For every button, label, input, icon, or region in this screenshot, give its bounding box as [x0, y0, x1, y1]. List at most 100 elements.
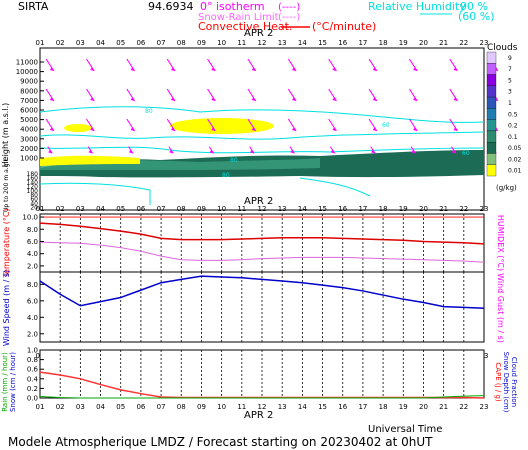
cloud-scale-label: 5: [508, 77, 512, 84]
wind-arrow-head: [453, 96, 458, 101]
y-tick-label: 1.0: [27, 347, 38, 355]
height-tick-label: 8000: [20, 87, 38, 95]
wind-arrow-head: [49, 126, 54, 131]
y-tick-label: 6.0: [27, 297, 38, 305]
wind-arrow-head: [211, 66, 216, 71]
hour-tick-label: 05: [116, 205, 125, 213]
wind-arrow-head: [130, 66, 135, 71]
hour-tick-label: 13: [278, 39, 287, 47]
hour-tick-label: 22: [459, 205, 468, 213]
wind-arrow-head: [170, 126, 175, 131]
wind-arrow-head: [211, 126, 216, 131]
cloud-scale-label: 3: [508, 89, 512, 96]
rh-contour-label: 80: [145, 108, 153, 115]
hour-tick-label: 07: [157, 39, 166, 47]
hour-tick-label: 12: [258, 205, 267, 213]
hour-tick-label: 03: [76, 403, 85, 411]
series-line: [39, 275, 485, 309]
hour-tick-label: 02: [56, 39, 65, 47]
cloud-yellow-left: [64, 124, 92, 132]
cloud-scale-swatch: [486, 164, 497, 177]
hour-tick-label: 20: [419, 39, 428, 47]
wind-arrow-head: [451, 149, 456, 154]
wind-arrow-head: [290, 149, 295, 154]
wind-arrow-head: [251, 126, 256, 131]
height-tick-label: 11000: [16, 59, 38, 67]
rh-contour-bottom: [39, 177, 371, 205]
height-tick-label: 7000: [20, 97, 38, 105]
hour-tick-label: 14: [298, 205, 307, 213]
wind-arrow-head: [169, 149, 174, 154]
legend-rh-60: (60 %): [458, 10, 495, 23]
hour-tick-label: 11: [237, 39, 246, 47]
cloud-fraction-axis-label: Cloud Fraction: [510, 357, 518, 407]
height-tick-label-lower: 180: [27, 171, 39, 178]
wind-arrow-head: [413, 96, 418, 101]
wind-arrow-head: [292, 126, 297, 131]
hour-tick-label: 09: [197, 403, 206, 411]
wind-arrow-head: [413, 66, 418, 71]
wind-arrow-head: [330, 149, 335, 154]
legend-rh: Relative Humidity: [368, 0, 466, 13]
rh-contour-label: 60: [382, 122, 390, 129]
wind-arrow-head: [90, 96, 95, 101]
temperature-panel: APR 2 01 02 03 04 05 06 07 08 09 10 11 12 13 14 15 16 17…: [2, 196, 505, 279]
series-line: [39, 395, 485, 399]
wind-arrow-head: [211, 96, 216, 101]
cloud-scale-swatch: [486, 153, 497, 165]
hour-tick-label: 16: [338, 403, 347, 411]
height-tick-label-lower: 20: [30, 205, 38, 212]
station-name: SIRTA: [18, 0, 49, 13]
hour-tick-label: 17: [358, 403, 367, 411]
hour-tick-label: 03: [76, 205, 85, 213]
rh-contour-upper: [39, 106, 485, 123]
height-tick-label-lower: 40: [30, 200, 38, 207]
hour-tick-label: 19: [399, 39, 408, 47]
hour-tick-label: 03: [76, 39, 85, 47]
legend-convective-unit: (°C/minute): [312, 20, 376, 33]
wind-arrow-head: [90, 66, 95, 71]
temp-axis-label: Temperature (°C): [2, 208, 11, 278]
humidex-axis-label: HUMIDEX (°C): [496, 215, 505, 271]
wind-arrow-head: [251, 66, 256, 71]
y-tick-label: 2.0: [27, 330, 38, 338]
height-axis-label: Height (m a.s.l.): [1, 103, 10, 168]
wind-arrow-head: [332, 66, 337, 71]
height-tick-label: 10000: [16, 68, 38, 76]
hour-tick-label: 16: [338, 39, 347, 47]
y-tick-label: 4.0: [27, 314, 38, 322]
wind-arrow-head: [170, 66, 175, 71]
y-tick-label: 2.0: [27, 262, 38, 270]
hour-tick-label: 11: [237, 403, 246, 411]
date-label-temp: APR 2: [244, 196, 273, 207]
wind-arrow-head: [49, 66, 54, 71]
wind-arrow-head: [411, 149, 416, 154]
cloud-scale-label: 0.1: [508, 134, 518, 141]
hour-tick-label: 05: [116, 39, 125, 47]
legend-rh-90: 90 %: [460, 0, 488, 13]
cloud-scale-swatch: [486, 51, 497, 64]
hour-tick-label: 10: [217, 39, 226, 47]
date-label-top: APR 2: [244, 28, 273, 39]
hour-tick-label: 18: [379, 403, 388, 411]
wind-series: [39, 275, 485, 309]
series-line: [39, 222, 485, 245]
hour-tick-label: 06: [136, 403, 145, 411]
hour-tick-label: 16: [338, 205, 347, 213]
height-tick-label-lower: 80: [30, 192, 38, 199]
wind-arrow-head: [292, 96, 297, 101]
legend-snow-rain: Snow-Rain Limit: [198, 12, 279, 23]
y-tick-label: 0.6: [27, 366, 39, 374]
y-tick-label: 0.8: [27, 356, 38, 364]
wind-arrow-head: [453, 66, 458, 71]
height-tick-label-lower: 100: [27, 188, 39, 195]
y-tick-label: 0.2: [27, 385, 38, 393]
hour-tick-label: 23: [480, 205, 489, 213]
cape-axis-label: CAPE (J / g): [494, 362, 502, 402]
wind-arrows: [45, 58, 499, 154]
cloud-scale-swatch: [486, 108, 497, 120]
cloud-scale-title: Clouds: [487, 43, 518, 53]
height-tick-label-lower: 140: [27, 179, 39, 186]
snow-axis-label: Snow (cm / hour): [9, 352, 17, 412]
